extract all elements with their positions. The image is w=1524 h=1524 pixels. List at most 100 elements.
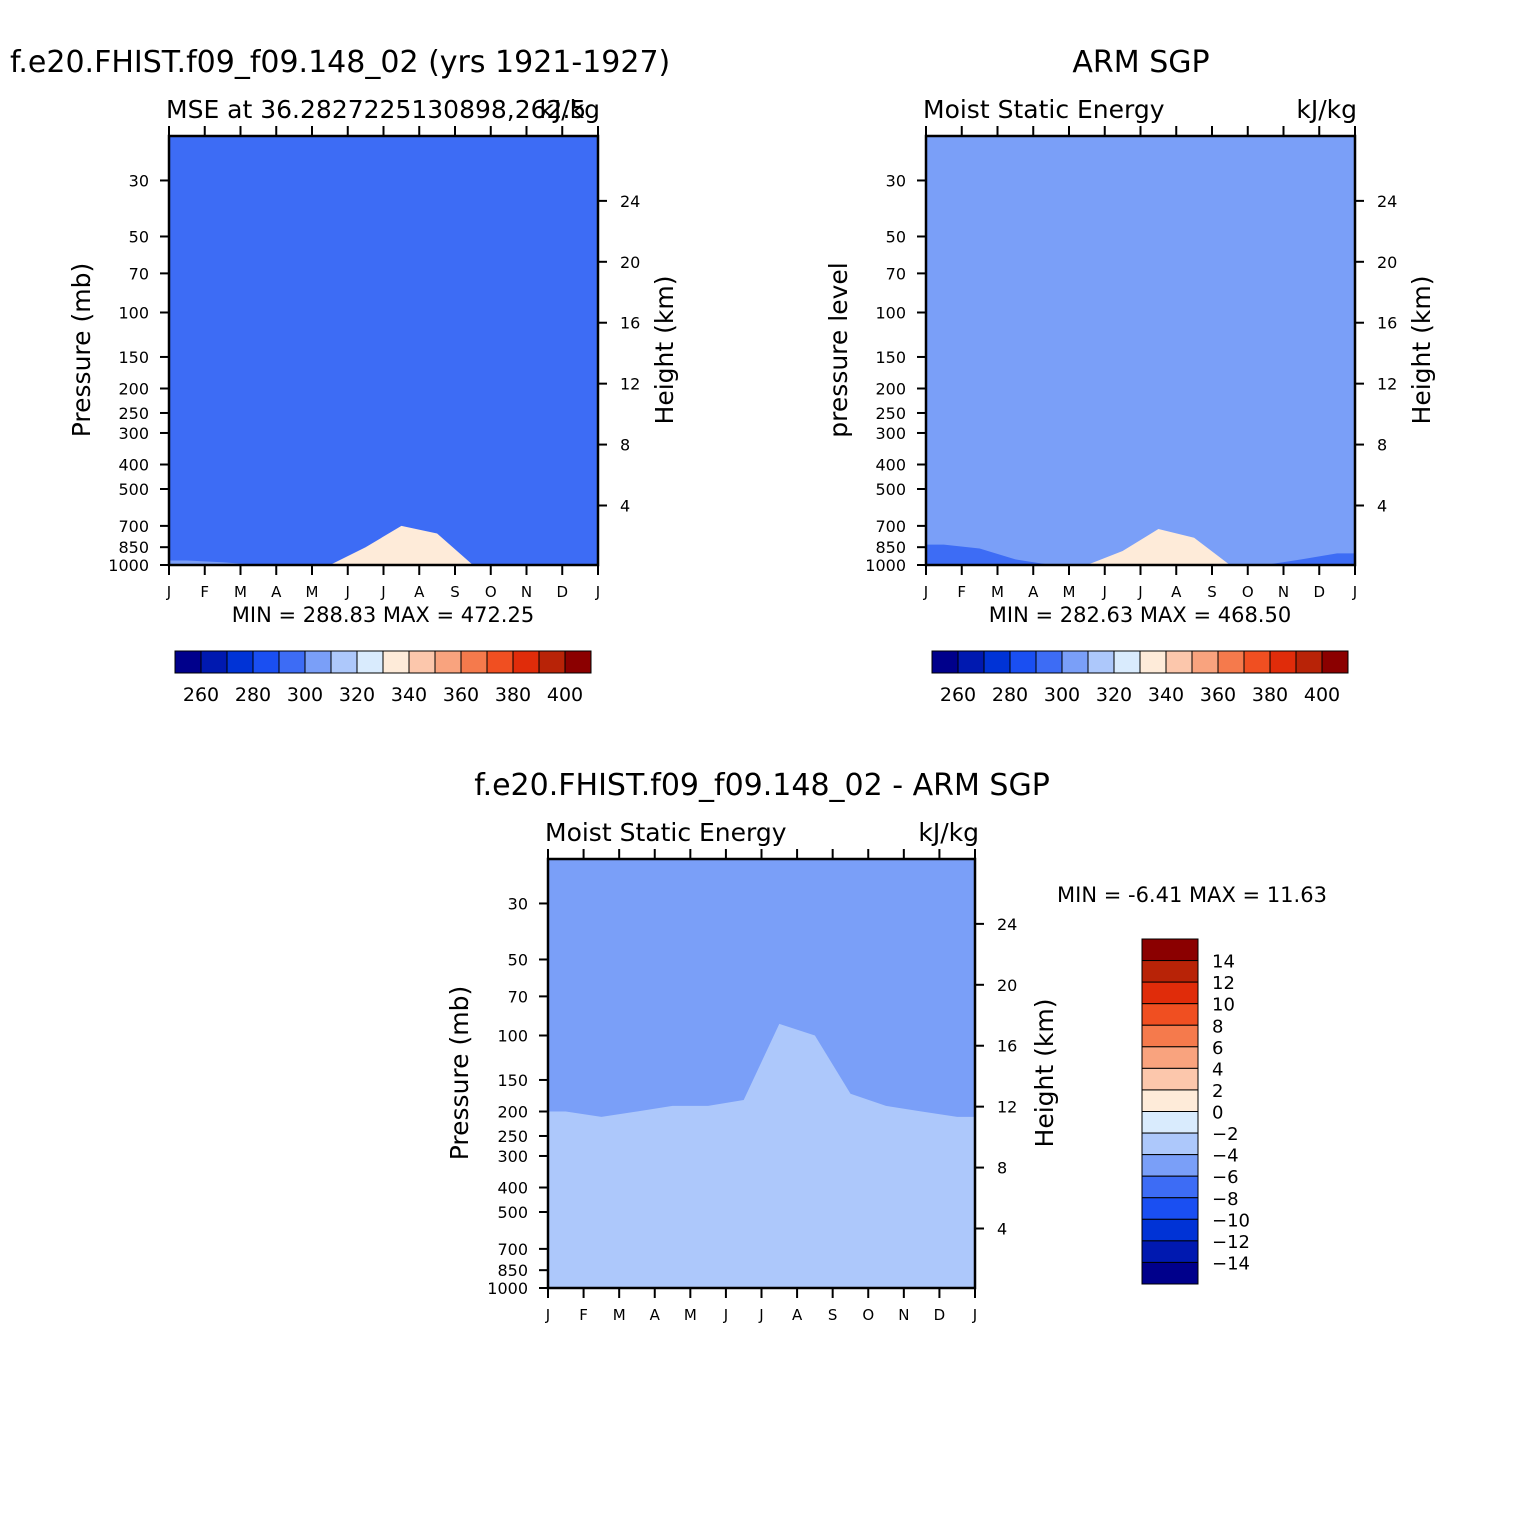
colorbar-box <box>1113 650 1141 674</box>
x-tick-label: S <box>450 583 460 601</box>
x-tick-label: N <box>1278 583 1289 601</box>
x-tick-label: J <box>595 583 600 601</box>
y-tick-label: 850 <box>118 538 149 557</box>
colorbar-label: 280 <box>235 684 271 706</box>
y-tick-label: 150 <box>118 348 149 367</box>
colorbar-box <box>278 650 306 674</box>
contour-field <box>926 136 1355 565</box>
colorbar-box <box>486 650 514 674</box>
colorbar-box <box>957 650 985 674</box>
x-tick-label: O <box>1242 583 1254 601</box>
contour-field <box>169 136 598 565</box>
colorbar-box <box>1141 1067 1199 1091</box>
contour-fill-surface-pocket <box>169 525 598 565</box>
y-tick-label: 700 <box>118 517 149 536</box>
y-tick-label: 70 <box>508 987 528 1006</box>
x-tick-label: J <box>345 583 350 601</box>
y2-tick-label: 8 <box>620 436 630 455</box>
y-tick-label: 700 <box>875 517 906 536</box>
colorbar-label: 300 <box>1044 684 1080 706</box>
colorbar-box <box>1141 1218 1199 1242</box>
y-tick-label: 50 <box>129 227 149 246</box>
panel-obs-colorbar: 260 280 300 320 340 360 380 400 <box>931 650 1349 706</box>
y-tick-label: 1000 <box>865 556 906 575</box>
y2-tick-label: 24 <box>997 915 1017 934</box>
y-tick-label: 70 <box>886 264 906 283</box>
panel-diff-right-label: kJ/kg <box>918 818 979 847</box>
colorbar-label: −10 <box>1212 1210 1250 1231</box>
panel-model-right-label: kJ/kg <box>539 95 600 124</box>
x-tick-label: M <box>991 583 1004 601</box>
colorbar-box <box>1141 1154 1199 1177</box>
x-tick-label: F <box>579 1306 588 1324</box>
panel-model-left-label: MSE at 36.2827225130898,262.5 <box>166 95 586 124</box>
colorbar-label: 400 <box>1304 684 1340 706</box>
colorbar-box <box>304 650 332 674</box>
panel-obs-y2label: Height (km) <box>1407 276 1436 425</box>
colorbar-label: 360 <box>1200 684 1236 706</box>
y2-tick-label: 4 <box>620 496 630 515</box>
y-tick-label: 250 <box>118 404 149 423</box>
colorbar-label: −14 <box>1212 1253 1250 1274</box>
panel-model-ylabel: Pressure (mb) <box>67 263 96 437</box>
y2-tick-label: 16 <box>620 314 640 333</box>
colorbar-box <box>1141 1089 1199 1112</box>
colorbar-box <box>408 650 436 674</box>
panel-diff-ylabel: Pressure (mb) <box>445 986 474 1160</box>
panel-model-colorbar: 260 280 300 320 340 360 380 400 <box>174 650 592 706</box>
y-tick-label: 30 <box>508 894 528 913</box>
colorbar-box <box>1139 650 1167 674</box>
colorbar-label: 14 <box>1212 952 1235 973</box>
colorbar-box <box>1165 650 1193 674</box>
colorbar-box <box>1141 1261 1199 1285</box>
panel-obs-ylabel: pressure level <box>824 262 853 437</box>
panel-model-stats: MIN = 288.83 MAX = 472.25 <box>232 603 534 627</box>
y2-tick-label: 4 <box>997 1219 1007 1238</box>
colorbar-box <box>1141 1240 1199 1263</box>
panel-obs-title: ARM SGP <box>1072 45 1209 80</box>
colorbar-box <box>564 650 592 674</box>
colorbar-box <box>1217 650 1245 674</box>
y2-tick-label: 16 <box>997 1037 1017 1056</box>
x-tick-label: A <box>792 1306 803 1324</box>
colorbar-box <box>252 650 280 674</box>
x-tick-label: M <box>306 583 319 601</box>
y-tick-label: 400 <box>118 456 149 475</box>
colorbar-label: 8 <box>1212 1016 1223 1037</box>
y-tick-label: 100 <box>497 1026 528 1045</box>
colorbar-box <box>1141 1003 1199 1026</box>
y-tick-label: 250 <box>497 1127 528 1146</box>
x-tick-label: N <box>898 1306 909 1324</box>
y-tick-label: 150 <box>497 1071 528 1090</box>
colorbar-box <box>174 650 202 674</box>
colorbar-label: 6 <box>1212 1038 1223 1059</box>
colorbar-label: 260 <box>940 684 976 706</box>
colorbar-box <box>356 650 384 674</box>
x-tick-label: M <box>234 583 247 601</box>
x-tick-label: A <box>1028 583 1039 601</box>
x-tick-label: J <box>166 583 171 601</box>
y2-tick-label: 20 <box>997 976 1017 995</box>
panel-diff-y2label: Height (km) <box>1030 999 1059 1148</box>
contour-fill-level-300 <box>169 136 598 565</box>
colorbar-label: 320 <box>339 684 375 706</box>
y2-tick-label: 24 <box>620 192 640 211</box>
x-tick-label: A <box>271 583 282 601</box>
y2-tick-label: 8 <box>1377 436 1387 455</box>
colorbar-label: −12 <box>1212 1232 1250 1253</box>
panel-diff-stats: MIN = -6.41 MAX = 11.63 <box>1057 883 1327 907</box>
y-tick-label: 300 <box>118 424 149 443</box>
x-tick-label: A <box>414 583 425 601</box>
contour-fill-level--6 <box>548 859 975 1117</box>
y-tick-label: 50 <box>508 950 528 969</box>
y-tick-label: 100 <box>875 303 906 322</box>
y-tick-label: 200 <box>875 380 906 399</box>
colorbar-box <box>1009 650 1037 674</box>
y-tick-label: 500 <box>118 480 149 499</box>
colorbar-label: 10 <box>1212 995 1235 1016</box>
